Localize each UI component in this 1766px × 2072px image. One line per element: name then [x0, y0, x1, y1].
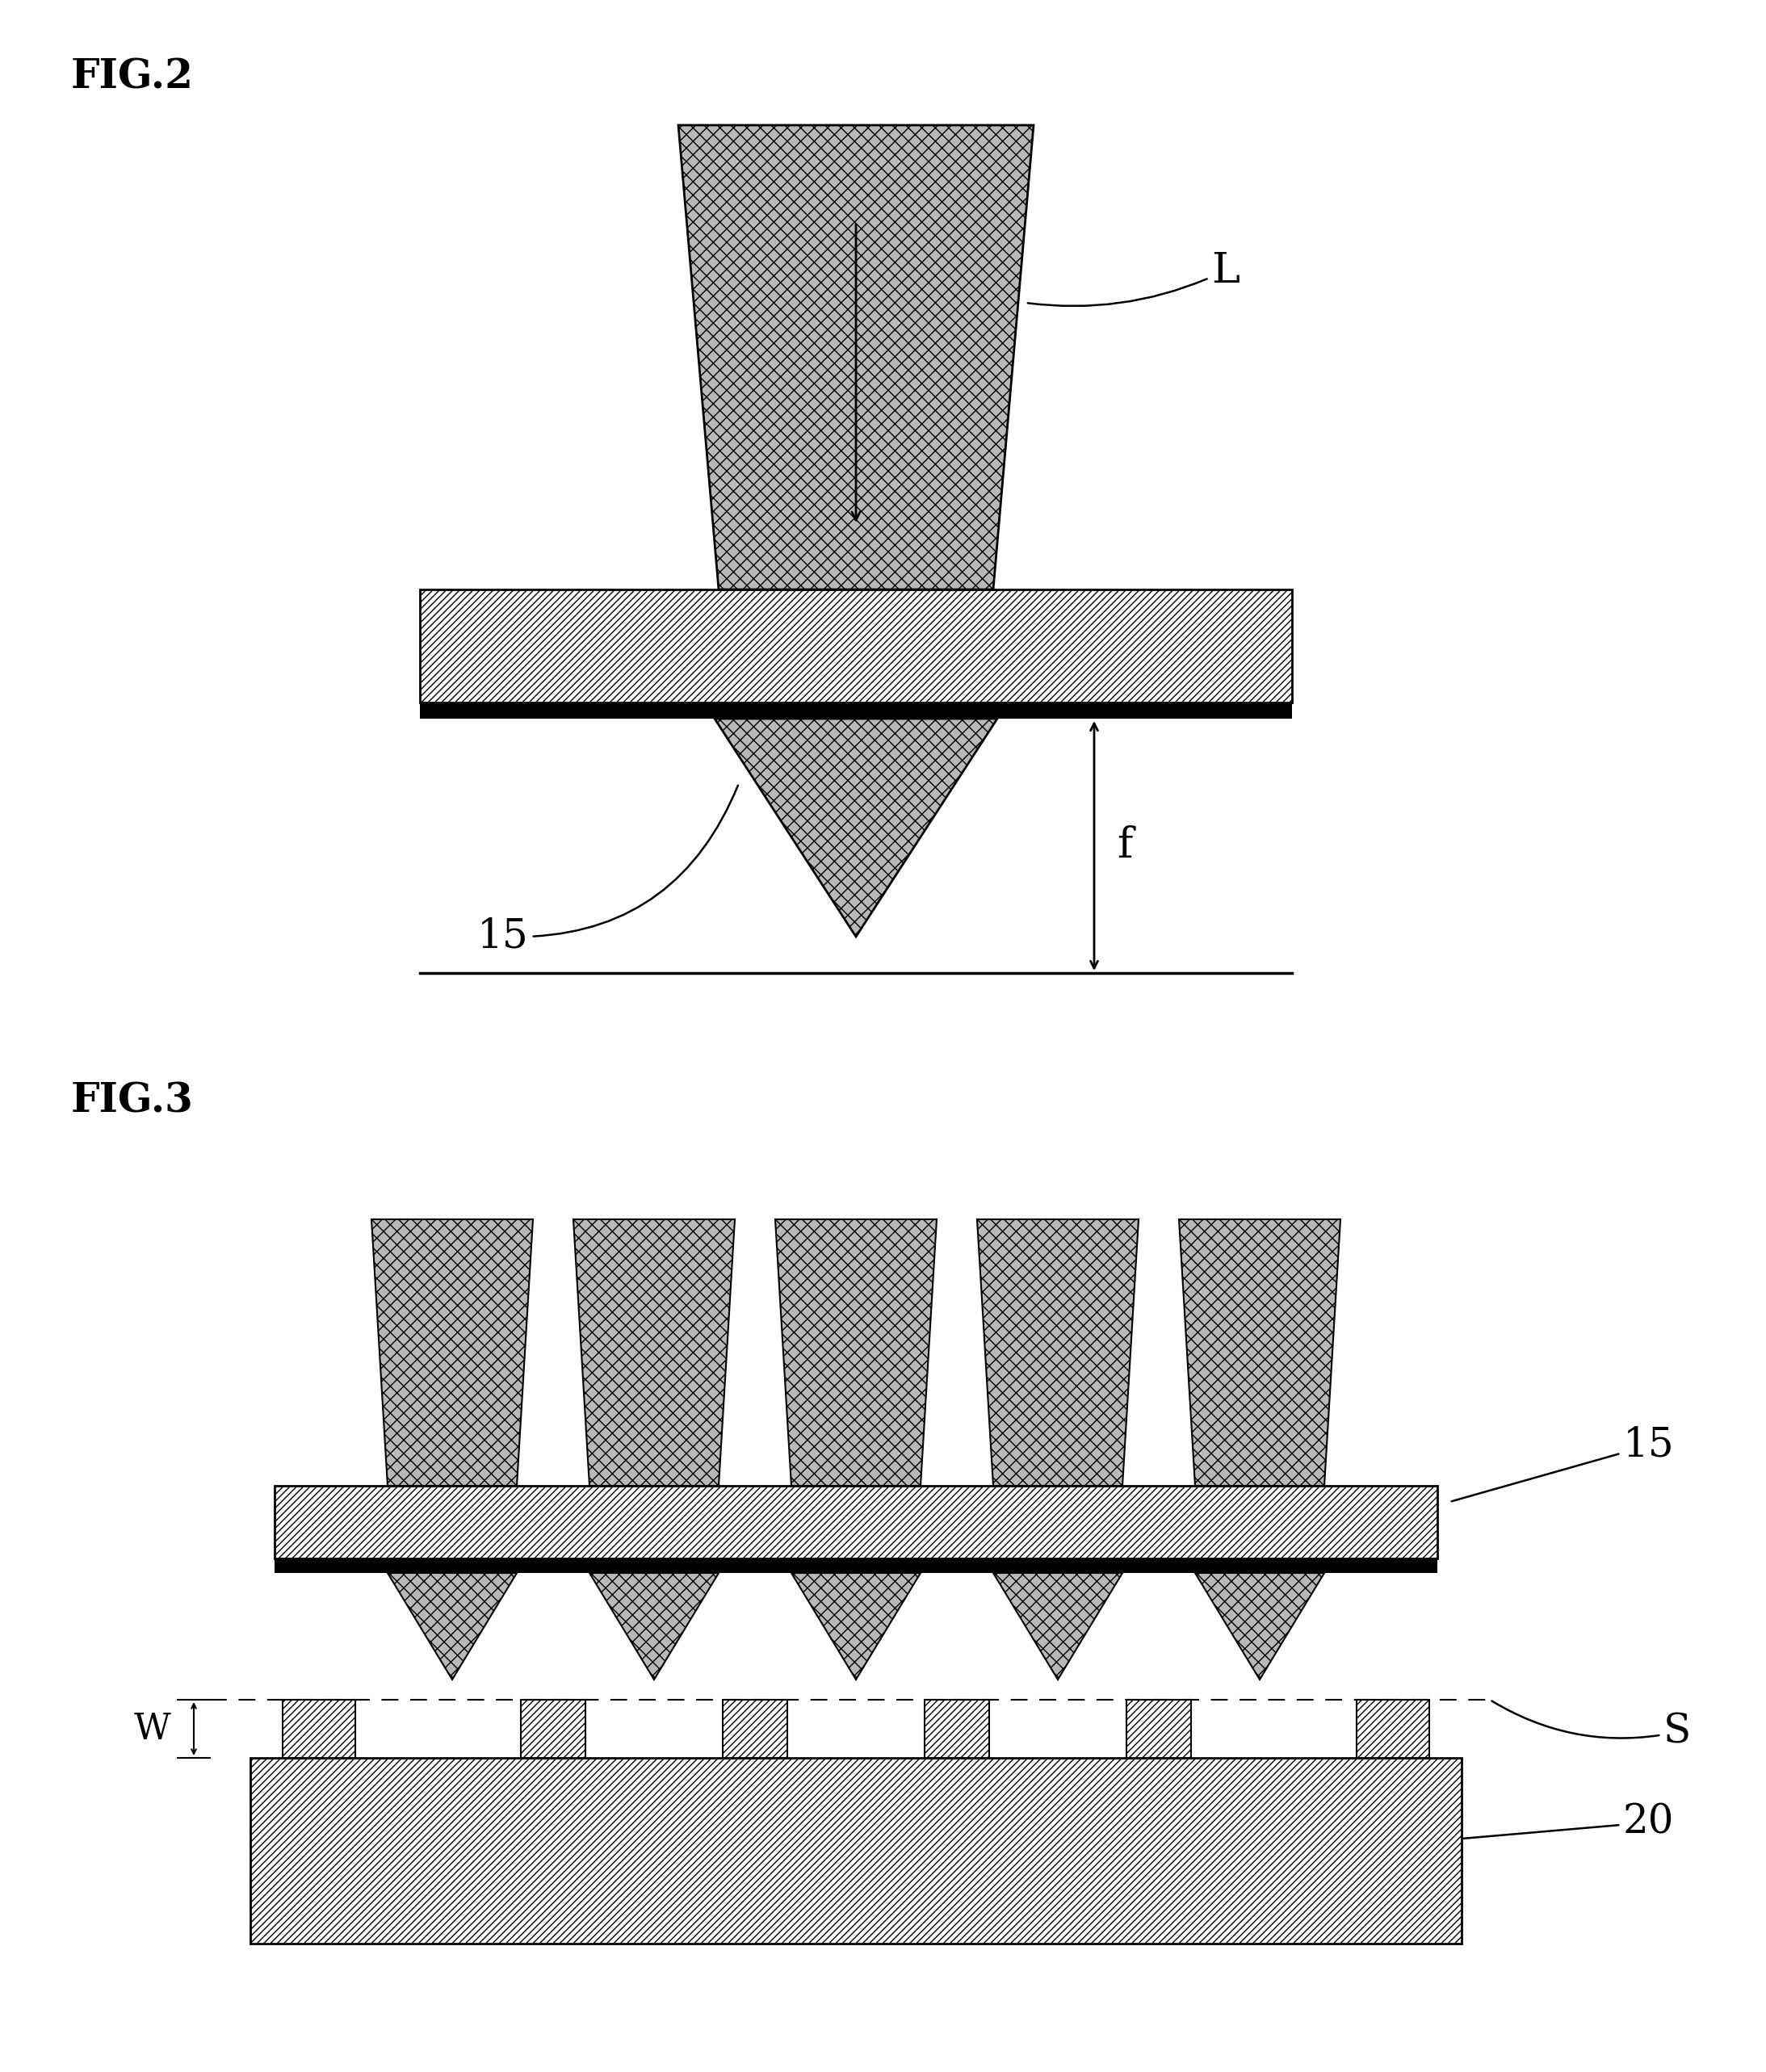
Polygon shape — [977, 1218, 1139, 1486]
Polygon shape — [722, 1699, 788, 1757]
Polygon shape — [387, 1573, 517, 1680]
Polygon shape — [775, 1218, 936, 1486]
Polygon shape — [371, 1218, 533, 1486]
Text: 20: 20 — [1464, 1803, 1674, 1842]
Text: f: f — [1116, 825, 1132, 866]
Polygon shape — [251, 1757, 1462, 1944]
Text: 15: 15 — [477, 785, 738, 957]
Polygon shape — [678, 124, 1033, 588]
Bar — [274, 1558, 1438, 1573]
Text: S: S — [1492, 1701, 1692, 1753]
Polygon shape — [1196, 1573, 1324, 1680]
Text: FIG.2: FIG.2 — [71, 58, 194, 97]
Polygon shape — [1356, 1699, 1429, 1757]
Bar — [420, 702, 1293, 719]
Polygon shape — [715, 719, 998, 937]
Polygon shape — [791, 1573, 920, 1680]
Polygon shape — [992, 1573, 1123, 1680]
Polygon shape — [283, 1699, 355, 1757]
Text: 15: 15 — [1452, 1426, 1674, 1502]
Text: L: L — [1028, 251, 1240, 307]
Polygon shape — [925, 1699, 989, 1757]
Polygon shape — [521, 1699, 586, 1757]
Text: FIG.3: FIG.3 — [71, 1082, 194, 1121]
Polygon shape — [420, 588, 1293, 702]
Polygon shape — [590, 1573, 719, 1680]
Polygon shape — [274, 1486, 1438, 1558]
Polygon shape — [1180, 1218, 1340, 1486]
Polygon shape — [574, 1218, 735, 1486]
Polygon shape — [1127, 1699, 1190, 1757]
Text: W: W — [134, 1711, 171, 1747]
